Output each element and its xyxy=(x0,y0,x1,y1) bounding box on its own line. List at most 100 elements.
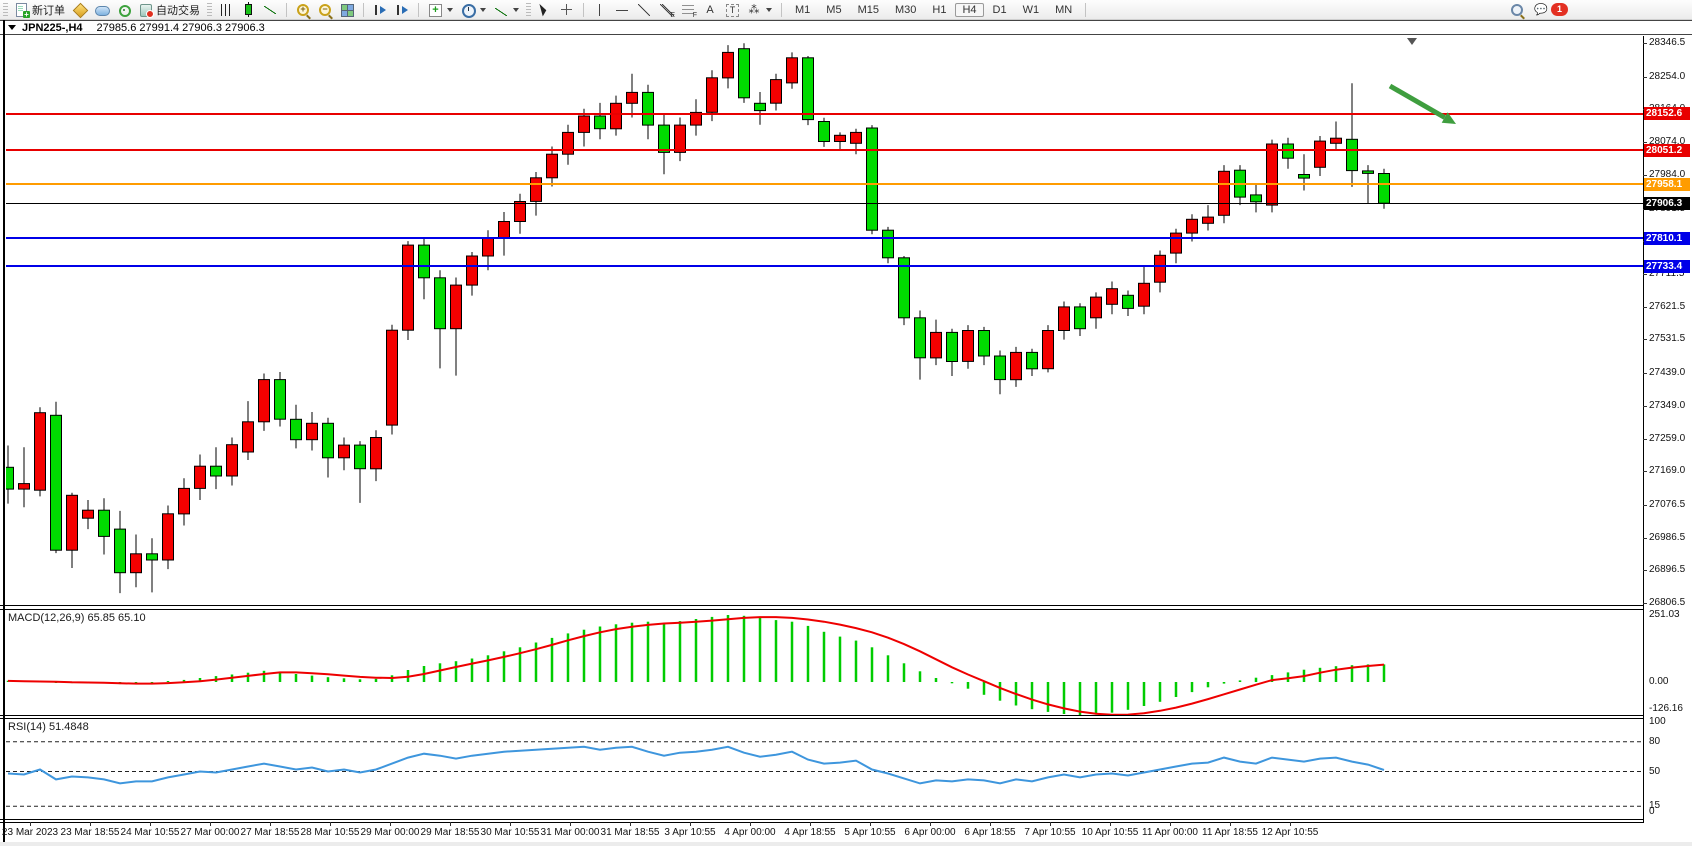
tile-windows-icon xyxy=(340,3,354,17)
vertical-line-tool-button[interactable] xyxy=(589,1,611,19)
timeframe-M1[interactable]: M1 xyxy=(795,3,811,16)
channel-tool-button[interactable]: E xyxy=(655,1,677,19)
window-bottom-edge xyxy=(0,842,1692,846)
rsi-axis-label: 15 xyxy=(1649,800,1661,811)
horizontal-level-line[interactable] xyxy=(6,237,1643,239)
arrow-annotation[interactable] xyxy=(6,36,1643,605)
chevron-down-icon xyxy=(766,7,772,12)
market-watch-button[interactable] xyxy=(91,1,113,19)
text-tool-button[interactable]: A xyxy=(699,1,721,19)
macd-axis-label: -126.16 xyxy=(1649,703,1683,714)
time-tick xyxy=(330,822,331,826)
signals-button[interactable] xyxy=(113,1,135,19)
macd-label: MACD(12,26,9) 65.85 65.10 xyxy=(8,612,146,624)
pane-separator[interactable] xyxy=(0,605,1644,606)
autotrading-icon xyxy=(139,3,154,18)
candlestick-button[interactable] xyxy=(237,1,259,19)
time-tick xyxy=(210,822,211,826)
zoom-out-button[interactable]: − xyxy=(314,1,336,19)
autotrading-button[interactable]: 自动交易 xyxy=(135,1,204,19)
toolbar-grip[interactable] xyxy=(207,2,212,17)
horizontal-level-line[interactable] xyxy=(6,149,1643,151)
auto-scroll-button[interactable] xyxy=(391,1,413,19)
horizontal-level-line[interactable] xyxy=(6,183,1643,185)
toolbar-grip[interactable] xyxy=(526,2,531,17)
pane-separator[interactable] xyxy=(0,715,1644,716)
horizontal-line-tool-button[interactable] xyxy=(611,1,633,19)
price-tick xyxy=(1643,406,1647,407)
line-chart-icon xyxy=(263,3,277,17)
zoom-in-button[interactable]: + xyxy=(292,1,314,19)
rsi-axis-label: 80 xyxy=(1649,736,1661,747)
timeframe-H1[interactable]: H1 xyxy=(932,3,947,16)
shapes-tool-button[interactable]: ⁂ xyxy=(743,1,776,19)
time-tick xyxy=(1170,822,1171,826)
new-order-label: 新订单 xyxy=(32,4,65,17)
bar-chart-button[interactable] xyxy=(215,1,237,19)
price-badge: 28051.2 xyxy=(1644,144,1690,157)
price-tick-label: 26896.5 xyxy=(1649,564,1686,575)
notifications-button[interactable]: 💬 1 xyxy=(1530,1,1572,19)
time-tick xyxy=(990,822,991,826)
time-label: 23 Mar 18:55 xyxy=(60,827,120,838)
timeframe-MN[interactable]: MN xyxy=(1055,3,1073,16)
time-tick xyxy=(450,822,451,826)
time-label: 30 Mar 10:55 xyxy=(480,827,540,838)
timeframe-W1[interactable]: W1 xyxy=(1022,3,1040,16)
time-label: 4 Apr 18:55 xyxy=(784,827,836,838)
time-tick xyxy=(90,822,91,826)
price-tick-label: 26806.5 xyxy=(1649,597,1686,608)
crosshair-icon xyxy=(560,3,574,17)
horizontal-level-line[interactable] xyxy=(6,203,1643,204)
timeframe-H4[interactable]: H4 xyxy=(955,2,984,17)
templates-button[interactable] xyxy=(490,1,523,19)
shift-chart-button[interactable] xyxy=(369,1,391,19)
new-order-icon: + xyxy=(15,2,30,18)
horizontal-level-line[interactable] xyxy=(6,265,1643,267)
trendline-tool-button[interactable] xyxy=(633,1,655,19)
time-label: 6 Apr 18:55 xyxy=(964,827,1016,838)
search-button[interactable] xyxy=(1506,1,1528,19)
time-tick xyxy=(870,822,871,826)
chart-shift-marker[interactable] xyxy=(1407,38,1417,45)
market-watch-icon xyxy=(95,3,110,17)
timeframe-M30[interactable]: M30 xyxy=(894,3,917,16)
horizontal-level-line[interactable] xyxy=(6,113,1643,115)
rsi-chart[interactable] xyxy=(6,718,1643,819)
line-chart-button[interactable] xyxy=(259,1,281,19)
quotes-button[interactable] xyxy=(69,1,91,19)
time-tick xyxy=(750,822,751,826)
pane-separator[interactable] xyxy=(0,609,1644,610)
label-tool-button[interactable]: T xyxy=(721,1,743,19)
rsi-label: RSI(14) 51.4848 xyxy=(8,721,89,733)
window-collapse-icon[interactable] xyxy=(8,25,16,30)
bar-chart-icon xyxy=(219,3,233,17)
macd-axis-label: 251.03 xyxy=(1649,609,1680,620)
timeframe-toolbar: M1 M5 M15 M30 H1 H4 D1 W1 MN xyxy=(787,2,1080,17)
time-tick xyxy=(1050,822,1051,826)
time-tick xyxy=(270,822,271,826)
text-icon: A xyxy=(706,3,714,16)
price-tick-label: 27169.0 xyxy=(1649,465,1686,476)
timeframe-M5[interactable]: M5 xyxy=(826,3,842,16)
toolbar-grip[interactable] xyxy=(3,2,8,17)
candlestick-chart[interactable] xyxy=(6,36,1643,605)
indicators-button[interactable] xyxy=(424,1,457,19)
tile-windows-button[interactable] xyxy=(336,1,358,19)
crosshair-tool-button[interactable] xyxy=(556,1,578,19)
timeframe-D1[interactable]: D1 xyxy=(992,3,1007,16)
horizontal-line-icon xyxy=(615,3,629,17)
price-axis-line[interactable] xyxy=(1643,36,1644,822)
time-label: 3 Apr 10:55 xyxy=(664,827,716,838)
chart-title-bar[interactable]: JPN225-,H4 27985.6 27991.4 27906.3 27906… xyxy=(0,20,1692,35)
timeframe-M15[interactable]: M15 xyxy=(857,3,879,16)
time-label: 24 Mar 10:55 xyxy=(120,827,180,838)
new-order-button[interactable]: + 新订单 xyxy=(11,1,69,19)
pane-separator[interactable] xyxy=(0,718,1644,719)
fibonacci-tool-button[interactable]: F xyxy=(677,1,699,19)
time-tick xyxy=(1230,822,1231,826)
cursor-tool-button[interactable] xyxy=(534,1,556,19)
periods-button[interactable] xyxy=(457,1,490,19)
time-tick xyxy=(690,822,691,826)
macd-chart[interactable] xyxy=(6,609,1643,715)
